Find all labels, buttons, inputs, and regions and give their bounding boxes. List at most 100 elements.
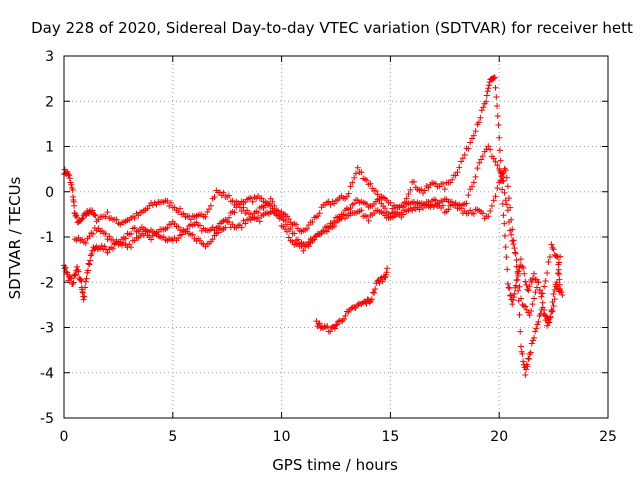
data-point xyxy=(498,172,505,179)
data-point xyxy=(479,210,486,217)
data-point xyxy=(528,278,535,285)
data-point xyxy=(472,128,479,135)
data-point xyxy=(550,246,557,253)
data-point xyxy=(470,179,477,186)
data-point xyxy=(89,207,96,214)
data-point xyxy=(523,282,530,289)
data-point xyxy=(249,198,256,205)
data-point xyxy=(71,202,78,209)
data-point xyxy=(512,282,519,289)
data-point xyxy=(247,194,254,201)
data-point xyxy=(505,284,512,291)
y-tick-label: -4 xyxy=(40,366,54,382)
data-point xyxy=(74,214,81,221)
data-point xyxy=(358,301,365,308)
data-point xyxy=(352,305,359,312)
data-point xyxy=(499,178,506,185)
data-point xyxy=(70,279,77,286)
data-point xyxy=(499,186,506,193)
y-tick-label: 1 xyxy=(45,140,54,156)
data-point xyxy=(66,175,73,182)
data-point xyxy=(556,270,563,277)
data-point xyxy=(340,316,347,323)
data-point xyxy=(220,189,227,196)
data-point xyxy=(559,291,566,298)
data-point xyxy=(87,252,94,259)
x-axis-label: GPS time / hours xyxy=(272,456,398,474)
data-point xyxy=(78,216,85,223)
data-point xyxy=(86,233,93,240)
y-tick-label: -1 xyxy=(40,230,54,246)
data-point xyxy=(69,280,76,287)
data-point xyxy=(492,193,499,200)
x-tick-label: 10 xyxy=(273,429,291,445)
data-point xyxy=(320,227,327,234)
data-point xyxy=(363,300,370,307)
y-tick-label: 0 xyxy=(45,185,54,201)
data-point xyxy=(490,155,497,162)
data-point xyxy=(80,296,87,303)
data-point xyxy=(236,204,243,211)
data-point xyxy=(351,303,358,310)
data-point xyxy=(82,240,89,247)
data-point xyxy=(510,241,517,248)
data-point xyxy=(383,269,390,276)
data-point xyxy=(128,230,135,237)
data-point xyxy=(363,213,370,220)
data-point xyxy=(65,171,72,178)
data-point xyxy=(441,186,448,193)
data-point xyxy=(525,355,532,362)
data-point xyxy=(363,177,370,184)
data-point xyxy=(495,121,502,128)
data-point xyxy=(285,215,292,222)
data-point xyxy=(256,218,263,225)
data-point xyxy=(504,207,511,214)
data-point xyxy=(291,230,298,237)
data-point xyxy=(487,146,494,153)
data-point xyxy=(483,92,490,99)
data-point xyxy=(86,261,93,268)
data-point xyxy=(331,325,338,332)
data-point xyxy=(175,209,182,216)
data-point xyxy=(368,296,375,303)
data-point xyxy=(478,107,485,114)
y-tick-label: 2 xyxy=(45,94,54,110)
data-point xyxy=(238,224,245,231)
data-point xyxy=(109,236,116,243)
data-point xyxy=(72,213,79,220)
data-point xyxy=(516,311,523,318)
x-tick-label: 20 xyxy=(490,429,508,445)
data-point xyxy=(352,170,359,177)
data-point xyxy=(494,102,501,109)
data-point xyxy=(351,200,358,207)
data-point xyxy=(347,183,354,190)
data-point xyxy=(547,314,554,321)
data-point xyxy=(504,280,511,287)
data-point xyxy=(548,241,555,248)
data-point xyxy=(405,191,412,198)
data-point xyxy=(477,114,484,121)
data-point xyxy=(513,263,520,270)
data-point xyxy=(478,156,485,163)
data-point xyxy=(215,223,222,230)
data-point xyxy=(550,290,557,297)
data-point xyxy=(522,278,529,285)
data-point xyxy=(140,232,147,239)
data-point xyxy=(342,312,349,319)
data-point xyxy=(486,82,493,89)
data-point xyxy=(403,195,410,202)
data-point xyxy=(106,233,113,240)
data-point xyxy=(303,225,310,232)
data-point xyxy=(454,169,461,176)
data-point xyxy=(366,299,373,306)
data-point xyxy=(421,187,428,194)
data-point xyxy=(484,88,491,95)
data-point xyxy=(507,227,514,234)
data-point xyxy=(558,289,565,296)
data-point xyxy=(92,212,99,219)
data-point xyxy=(529,301,536,308)
data-point xyxy=(515,272,522,279)
data-point xyxy=(224,218,231,225)
data-point xyxy=(327,201,334,208)
data-point xyxy=(504,266,511,273)
